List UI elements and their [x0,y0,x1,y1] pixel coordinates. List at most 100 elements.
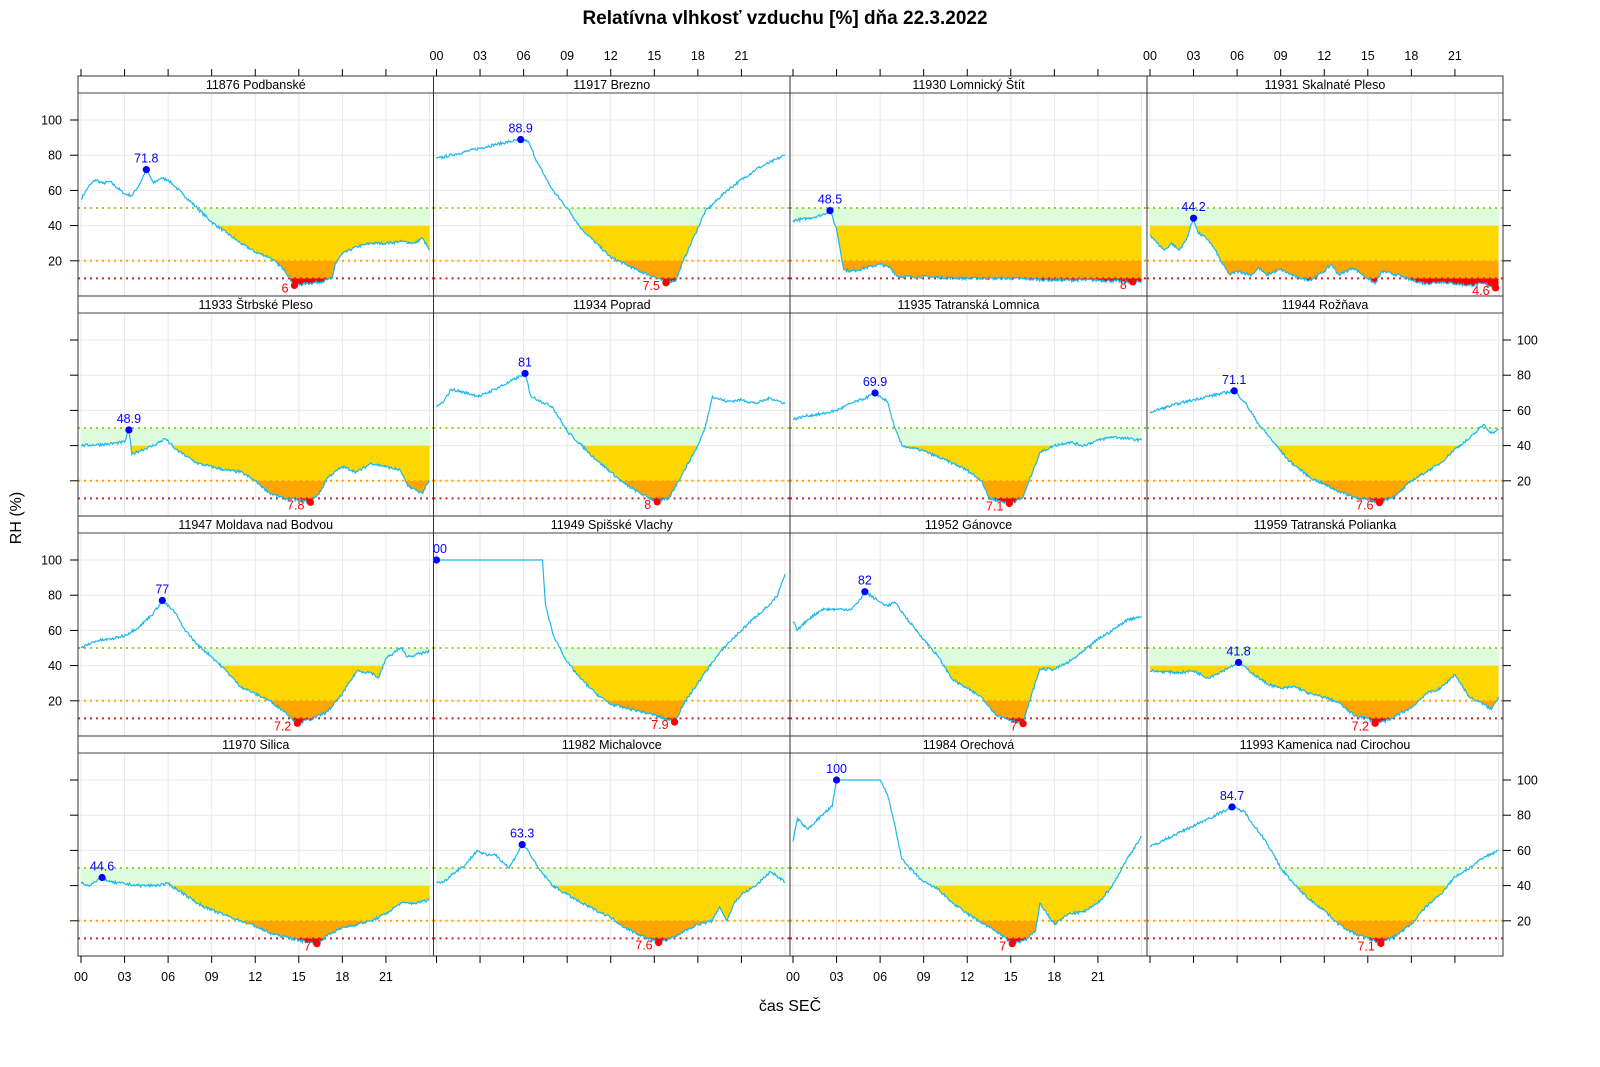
series-group: 84.7 7.1 [1149,789,1499,954]
max-point [871,389,879,397]
chart-title: Relatívna vlhkosť vzduchu [%] dňa 22.3.2… [582,8,987,29]
max-label: 81 [518,355,532,369]
green-band-fill [81,868,430,886]
max-label: 69.9 [863,375,887,389]
max-point [1189,214,1198,222]
series-line [1149,660,1500,726]
right-axis-tick-label: 20 [1517,914,1531,928]
min-label: 7.8 [287,498,304,512]
min-label: 4.6 [1472,284,1489,298]
right-axis-tick-label: 100 [1517,334,1538,348]
series-group: 48.9 7.8 [81,412,430,512]
left-axis-tick-label: 80 [48,149,62,163]
top-axis-tick-label: 15 [1361,49,1375,63]
panel-title: 11984 Orechová [923,738,1015,752]
right-axis-tick-label: 60 [1517,404,1531,418]
min-label: 7.5 [643,279,660,293]
series-line [792,779,1142,945]
min-point [1005,499,1013,508]
max-label: 44.6 [90,860,114,874]
top-axis-tick-label: 03 [473,49,487,63]
panel: 100 7.9 11949 Spišské Vlachy [433,515,791,737]
panel: 84.7 7.1 11993 Kamenica nad Cirochou [1146,735,1504,957]
left-axis-tick-label: 60 [48,184,62,198]
panel-background [433,313,790,516]
right-axis-tick-label: 20 [1517,474,1531,488]
panel: 88.9 7.5 11917 Brezno [433,75,791,297]
series-line [1149,218,1500,290]
min-point [1129,278,1137,286]
min-point [1008,940,1016,948]
min-label: 7 [304,940,311,954]
bottom-axis-tick-label: 03 [118,970,132,984]
max-label: 63.3 [510,827,534,841]
panel-title: 11933 Štrbské Pleso [199,297,313,312]
top-axis-tick-label: 00 [430,49,444,63]
panel-background [790,753,1147,956]
min-label: 6 [281,281,288,295]
max-point [433,556,441,564]
panel: 63.3 7.6 11982 Michalovce [433,735,791,957]
bottom-axis-tick-label: 21 [1091,970,1105,984]
min-point [293,719,301,727]
left-axis-tick-label: 40 [48,219,62,233]
series-group: 88.9 7.5 [436,122,786,293]
panel-title: 11970 Silica [222,738,289,752]
max-point [98,873,106,882]
min-point [1375,499,1384,507]
panel-background [433,753,790,956]
series-line [1149,805,1499,946]
max-point [517,135,525,144]
min-label: 7.2 [274,719,291,733]
series-group: 71.86 [80,152,430,295]
max-label: 77 [155,582,169,596]
min-point [1019,720,1027,728]
panel-background [790,533,1147,736]
right-axis-tick-label: 80 [1517,809,1531,823]
right-axis-tick-label: 40 [1517,879,1531,893]
series-line [792,590,1142,725]
top-axis-tick-label: 12 [1317,49,1331,63]
green-band-fill [1150,648,1499,666]
panel-background [78,93,434,296]
panel-title: 11993 Kamenica nad Cirochou [1240,738,1411,752]
bottom-axis-tick-label: 18 [335,970,349,984]
panel: 41.8 7.2 11959 Tatranská Polianka [1146,515,1504,737]
series-group: 69.9 7.1 [793,375,1143,514]
panel-background [1147,533,1503,736]
series-line [436,137,786,285]
top-axis-tick-label: 21 [1448,49,1462,63]
left-axis-tick-label: 20 [48,254,62,268]
min-point [1491,284,1500,292]
top-axis-tick-label: 15 [647,49,661,63]
series-group: 44.67 [80,860,430,954]
panel-background [433,533,790,736]
top-axis-tick-label: 06 [1230,49,1244,63]
max-point [1228,803,1236,811]
min-label: 7.9 [651,718,668,732]
max-point [1230,387,1238,395]
min-point [290,281,299,290]
top-axis-tick-label: 06 [517,49,531,63]
yellow-band-fill [793,225,1142,261]
top-axis-tick-label: 18 [691,49,705,63]
panel: 71.1 7.6 11944 Rožňava [1146,295,1504,517]
panel-background [78,533,434,736]
min-point [671,718,679,726]
min-label: 8 [1120,278,1127,292]
panel-background [790,313,1147,516]
max-label: 71.1 [1222,373,1246,387]
x-axis-label: čas SEČ [759,996,821,1015]
left-axis-tick-label: 40 [48,659,62,673]
min-label: 7.6 [635,939,652,953]
right-axis-tick-label: 100 [1517,774,1538,788]
max-label: 88.9 [509,122,533,136]
panel: 100 7 11984 Orechová [789,735,1148,957]
left-axis-tick-label: 20 [48,694,62,708]
bottom-axis-tick-label: 00 [74,970,88,984]
series-line [80,168,430,287]
panel: 44.2 4.6 11931 Skalnaté Pleso [1146,75,1504,298]
